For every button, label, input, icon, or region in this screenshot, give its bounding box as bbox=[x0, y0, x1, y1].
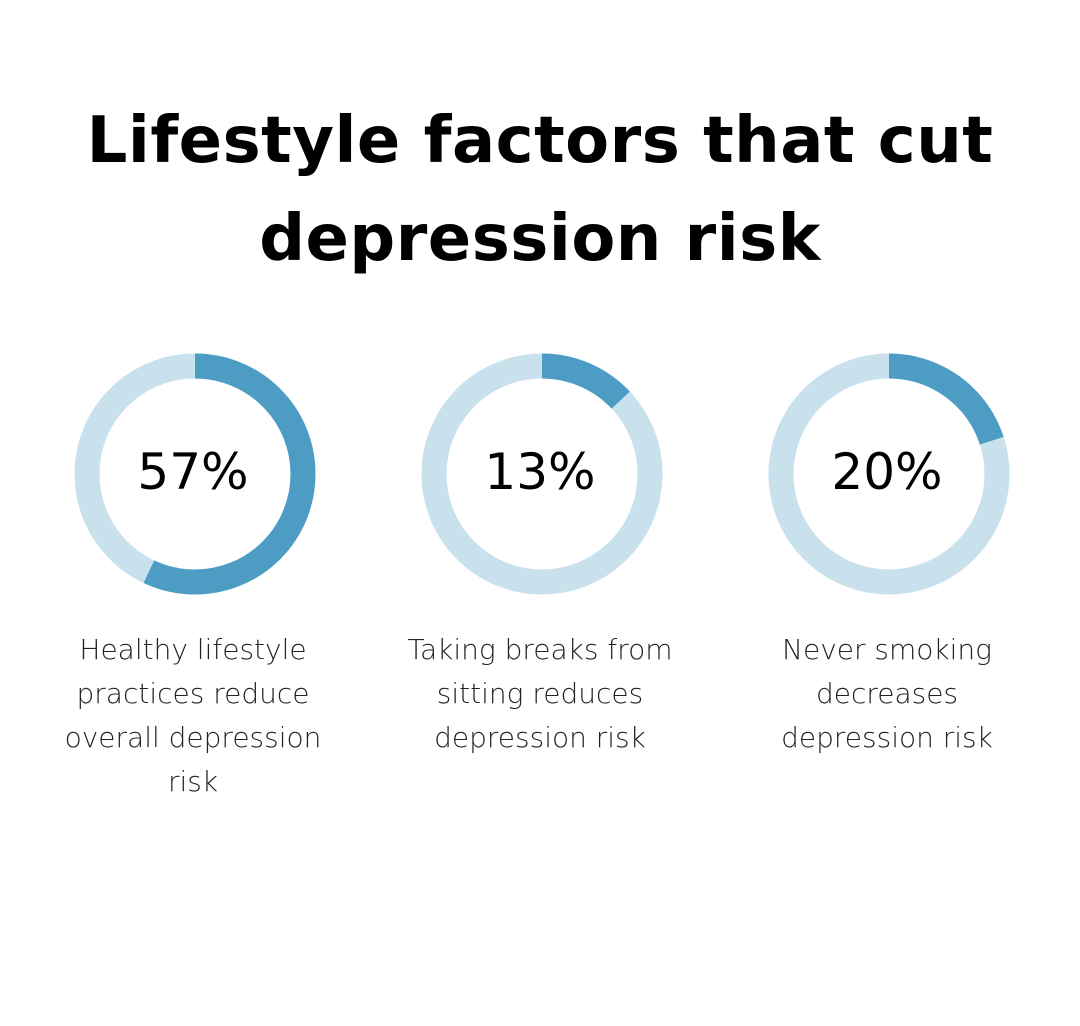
donut-svg bbox=[74, 353, 316, 595]
stat-description: Taking breaks from sitting reduces depre… bbox=[407, 633, 673, 754]
percent-value: 57% bbox=[137, 443, 249, 501]
donut-fill-arc bbox=[768, 353, 1010, 595]
stat-card-healthy-lifestyle: 57% Healthy lifestyle practices reduce o… bbox=[43, 350, 343, 804]
stat-description: Never smoking decreases depression risk bbox=[781, 633, 993, 754]
stat-card-never-smoking: 20% Never smoking decreases depression r… bbox=[737, 350, 1037, 760]
donut-chart: 20% bbox=[737, 350, 1037, 598]
stat-description: Healthy lifestyle practices reduce overa… bbox=[64, 633, 322, 798]
donut-svg bbox=[421, 353, 663, 595]
donut-svg bbox=[768, 353, 1010, 595]
donut-chart: 57% bbox=[43, 350, 343, 598]
percent-value: 13% bbox=[484, 443, 596, 501]
percent-value: 20% bbox=[831, 443, 943, 501]
stat-card-breaks-from-sitting: 13% Taking breaks from sitting reduces d… bbox=[390, 350, 690, 760]
donut-chart: 13% bbox=[390, 350, 690, 598]
donut-fill-arc bbox=[74, 353, 316, 595]
page-title: Lifestyle factors that cut depression ri… bbox=[86, 104, 994, 276]
donut-fill-arc bbox=[421, 353, 663, 595]
